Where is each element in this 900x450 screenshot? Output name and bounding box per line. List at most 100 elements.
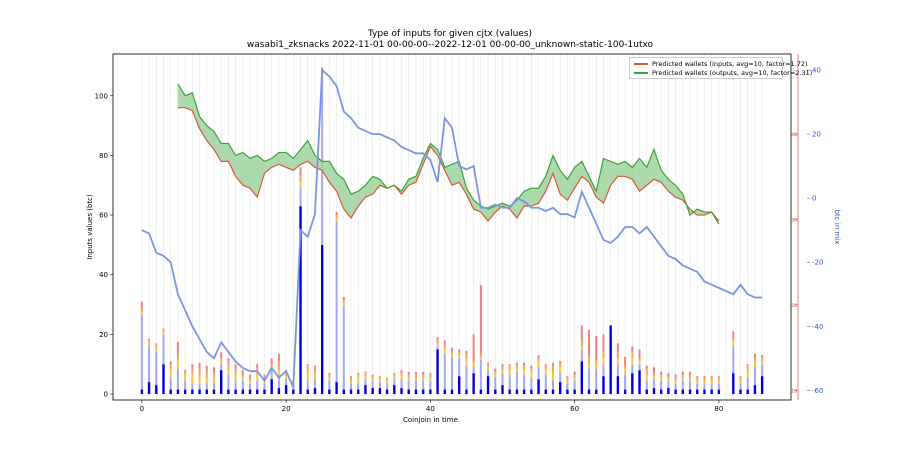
legend: Predicted wallets (inputs, avg=10, facto… xyxy=(629,57,812,79)
bar-segment xyxy=(443,340,446,345)
bar-segment xyxy=(378,382,381,389)
bar-segment xyxy=(515,371,518,390)
bar-segment xyxy=(429,377,432,381)
bar-segment xyxy=(667,379,670,383)
bar-segment xyxy=(306,364,309,366)
bar-segment xyxy=(198,368,201,378)
bar-segment xyxy=(148,346,151,383)
bar-segment xyxy=(450,389,454,395)
legend-entry-outputs: Predicted wallets (outputs, avg=10, fact… xyxy=(634,69,812,77)
bar-segment xyxy=(436,337,439,341)
bar-segment xyxy=(573,377,576,381)
bar-segment xyxy=(241,374,244,378)
bar-segment xyxy=(472,364,475,368)
bar-segment xyxy=(313,388,317,395)
bar-segment xyxy=(501,370,504,374)
bar-segment xyxy=(559,364,562,368)
bar-segment xyxy=(371,376,374,380)
bar-segment xyxy=(710,383,713,390)
bar-segment xyxy=(234,374,237,381)
bar-segment xyxy=(407,389,410,395)
series-line-btc-in-mix xyxy=(141,68,763,388)
bar-segment xyxy=(299,206,302,395)
bar-segment xyxy=(227,358,230,363)
bar-segment xyxy=(717,377,720,381)
bar-segment xyxy=(739,376,742,378)
bar-segment xyxy=(638,361,641,365)
bar-segment xyxy=(234,364,237,369)
bar-segment xyxy=(530,368,533,372)
bar-segment xyxy=(414,380,417,390)
bar-segment xyxy=(176,368,179,390)
bar-segment xyxy=(148,340,151,344)
x-axis-label: Coinjoin in time xyxy=(403,416,458,424)
bar-segment xyxy=(400,388,403,395)
bar-segment xyxy=(328,380,331,390)
bar-segment xyxy=(616,352,619,359)
series-line-inputs xyxy=(177,107,720,222)
bar-segment xyxy=(429,374,432,378)
bar-segment xyxy=(667,382,670,389)
bar-segment xyxy=(393,385,396,395)
bar-segment xyxy=(472,334,475,362)
bar-segment xyxy=(155,344,158,348)
bar-segment xyxy=(184,374,187,381)
bar-segment xyxy=(169,368,172,378)
legend-label-outputs: Predicted wallets (outputs, avg=10, fact… xyxy=(652,69,813,77)
bar-segment xyxy=(386,377,389,381)
bar-segment xyxy=(515,365,518,369)
bar-segment xyxy=(573,374,576,378)
bar-segment xyxy=(357,377,360,384)
bar-segment xyxy=(350,376,353,378)
bar-segment xyxy=(183,389,187,395)
bar-segment xyxy=(349,389,353,395)
bar-segment xyxy=(631,358,634,365)
bar-segment xyxy=(732,331,735,338)
bar-segment xyxy=(248,389,252,395)
x-tick-label: 0 xyxy=(140,405,144,413)
bar-segment xyxy=(588,329,591,357)
bar-segment xyxy=(277,370,280,377)
bar-segment xyxy=(306,371,309,381)
bar-segment xyxy=(703,376,706,378)
bar-segment xyxy=(508,389,511,395)
bar-segment xyxy=(616,376,620,395)
bar-segment xyxy=(299,182,302,189)
bar-segment xyxy=(140,389,144,395)
bar-segment xyxy=(436,346,439,350)
legend-label-inputs: Predicted wallets (inputs, avg=10, facto… xyxy=(652,60,808,68)
bar-segment xyxy=(487,370,490,377)
bar-segment xyxy=(588,368,591,390)
bar-segment xyxy=(371,379,374,383)
bar-segment xyxy=(761,364,764,377)
bar-segment xyxy=(378,388,382,395)
bar-segment xyxy=(501,364,504,368)
bar-segment xyxy=(588,356,591,363)
bar-segment xyxy=(660,377,663,381)
bar-segment xyxy=(616,364,619,377)
bar-segment xyxy=(241,389,245,395)
bar-segment xyxy=(530,371,533,378)
bar-segment xyxy=(537,379,540,395)
bar-segment xyxy=(652,376,655,380)
bar-segment xyxy=(306,380,309,390)
bar-segment xyxy=(710,389,713,395)
bar-segment xyxy=(689,371,692,375)
bar-segment xyxy=(162,364,165,395)
bar-segment xyxy=(205,365,208,372)
y-axis-label: Inputs values (btc) xyxy=(86,194,94,260)
bar-segment xyxy=(313,365,316,368)
bar-segment xyxy=(530,377,533,390)
chart-subtitle: wasabi1_zksnacks 2022-11-01 00-00-00--20… xyxy=(246,40,654,50)
bar-segment xyxy=(306,389,309,395)
bar-segment xyxy=(645,380,648,390)
bar-segment xyxy=(703,389,706,395)
bar-segment xyxy=(465,350,468,354)
bar-segment xyxy=(739,389,742,395)
bar-segment xyxy=(292,389,295,395)
bar-segment xyxy=(667,373,670,377)
bar-segment xyxy=(429,373,432,375)
bar-segment xyxy=(400,376,403,380)
bar-segment xyxy=(364,376,367,380)
bar-segment xyxy=(422,371,425,375)
